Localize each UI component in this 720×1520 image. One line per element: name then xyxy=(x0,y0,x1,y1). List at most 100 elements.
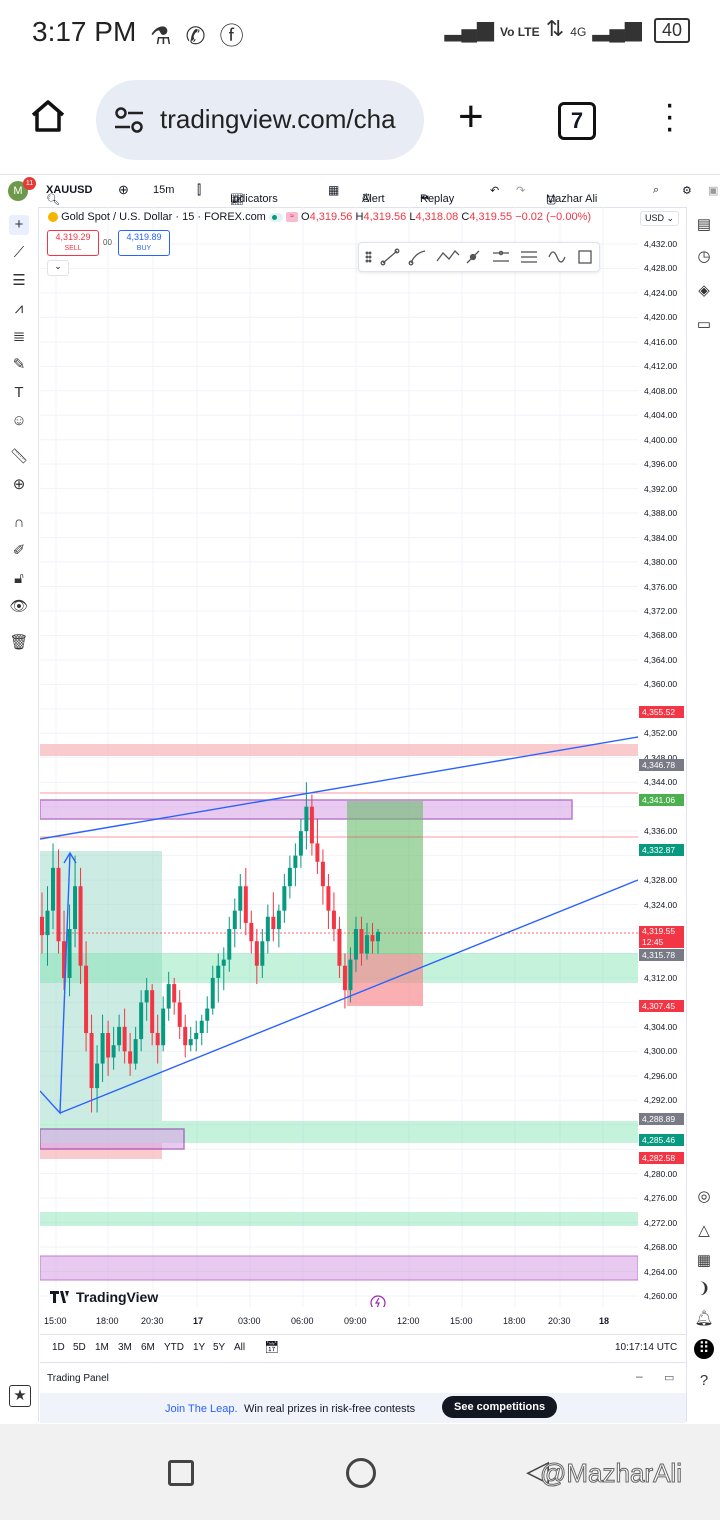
candle[interactable] xyxy=(232,910,237,930)
candles-icon[interactable]: ⫿ xyxy=(197,182,202,197)
candle[interactable] xyxy=(331,910,336,930)
sell-button[interactable]: 4,319.29 SELL xyxy=(47,230,99,256)
candle[interactable] xyxy=(172,984,177,1003)
trend-line-icon[interactable]: ⟋ xyxy=(13,244,25,261)
chat-icon[interactable]: ▭ xyxy=(696,316,712,333)
candle[interactable] xyxy=(84,965,89,1033)
symbol-search[interactable]: 🔍︎ XAUUSD xyxy=(46,184,92,206)
candle[interactable] xyxy=(183,1026,188,1046)
candle[interactable] xyxy=(337,929,342,966)
candle[interactable] xyxy=(249,922,254,942)
ray-tool-icon[interactable] xyxy=(408,250,426,266)
time-axis[interactable]: 15:00 18:00 20:30 17 03:00 06:00 09:00 12:00 15:… xyxy=(40,1310,638,1334)
trading-panel-title[interactable]: Trading Panel xyxy=(47,1373,109,1384)
url-text[interactable]: tradingview.com/cha xyxy=(160,104,396,134)
candle[interactable] xyxy=(309,806,314,844)
candle[interactable] xyxy=(122,1026,127,1052)
candle[interactable] xyxy=(348,959,353,991)
brush-icon[interactable]: ✎ xyxy=(12,356,26,373)
promo-link[interactable]: Join The Leap. xyxy=(165,1403,238,1415)
layouts-icon[interactable]: ▦ xyxy=(328,183,340,197)
candle[interactable] xyxy=(194,1033,199,1040)
fib-icon[interactable]: ☰ xyxy=(12,272,26,289)
range-5d[interactable]: 5D xyxy=(73,1342,86,1353)
compare-plus-icon[interactable]: ⊕ xyxy=(118,182,129,197)
candle[interactable] xyxy=(128,1051,133,1064)
price-tag[interactable]: 4,285.46 xyxy=(639,1134,684,1147)
candle[interactable] xyxy=(260,941,265,966)
candle[interactable] xyxy=(376,931,380,942)
brush-tool-icon[interactable] xyxy=(466,250,480,264)
alerts-clock-icon[interactable]: ◷ xyxy=(697,248,711,265)
candle[interactable] xyxy=(287,867,292,887)
price-tag[interactable]: 4,346.78 xyxy=(639,759,684,772)
legend-collapse-chevron-icon[interactable]: ⌄ xyxy=(47,260,69,276)
price-tag[interactable]: 4,332.87 xyxy=(639,844,684,857)
candle[interactable] xyxy=(205,1008,210,1021)
candle[interactable] xyxy=(67,929,72,978)
price-axis[interactable]: 4,432.00 4,428.00 4,424.00 4,420.00 4,416.00… xyxy=(638,207,686,1307)
interval-button[interactable]: 15m xyxy=(153,184,175,196)
layers-icon[interactable]: ◈ xyxy=(698,282,710,299)
candle[interactable] xyxy=(188,1039,193,1046)
magnet-icon[interactable]: ∩ xyxy=(13,514,25,531)
home-circle-icon[interactable] xyxy=(346,1458,376,1488)
candle[interactable] xyxy=(161,1008,166,1046)
trash-icon[interactable]: 🗑︎ xyxy=(9,634,29,651)
zoom-in-icon[interactable]: ⊕ xyxy=(12,476,26,493)
price-tag[interactable]: 4,307.45 xyxy=(639,999,684,1012)
range-1d[interactable]: 1D xyxy=(52,1342,65,1353)
redo-icon[interactable]: ↷ xyxy=(516,185,526,197)
price-tag[interactable]: 4,355.52 xyxy=(639,705,684,718)
candle[interactable] xyxy=(78,886,83,966)
candle[interactable] xyxy=(293,855,298,868)
utc-clock[interactable]: 10:17:14 UTC xyxy=(615,1342,678,1353)
buy-button[interactable]: 4,319.89 BUY xyxy=(118,230,170,256)
snapshot-icon[interactable]: ▣ xyxy=(708,185,719,197)
fib-levels-icon[interactable] xyxy=(521,251,537,263)
candle[interactable] xyxy=(111,1045,116,1058)
candle[interactable] xyxy=(298,831,303,856)
candle[interactable] xyxy=(243,886,248,923)
price-tag[interactable]: 4,288.89 xyxy=(639,1113,684,1126)
wave-tool-icon[interactable] xyxy=(548,251,566,263)
currency-selector[interactable]: USD ⌄ xyxy=(640,211,680,226)
candle[interactable] xyxy=(106,1033,111,1058)
candle[interactable] xyxy=(210,977,215,1009)
candle[interactable] xyxy=(51,867,56,911)
range-all[interactable]: All xyxy=(234,1342,246,1353)
see-competitions-button[interactable]: See competitions xyxy=(442,1396,558,1418)
price-tag[interactable]: 4,341.06 xyxy=(639,794,684,807)
candle[interactable] xyxy=(276,910,281,930)
candle[interactable] xyxy=(150,990,155,1033)
range-5y[interactable]: 5Y xyxy=(213,1342,226,1353)
candle[interactable] xyxy=(45,910,50,936)
help-icon[interactable]: ? xyxy=(699,1372,709,1389)
undo-icon[interactable]: ↶ xyxy=(490,185,500,197)
drag-handle-icon[interactable] xyxy=(365,251,372,263)
candle[interactable] xyxy=(238,886,243,911)
price-chart[interactable]: TradingView xyxy=(40,207,638,1307)
candle[interactable] xyxy=(216,965,221,978)
forecast-icon[interactable]: ≣ xyxy=(12,328,26,345)
candle[interactable] xyxy=(326,886,331,911)
candle[interactable] xyxy=(315,843,320,862)
home-icon[interactable] xyxy=(30,98,66,134)
favorites-star-icon[interactable]: ★ xyxy=(9,1385,31,1407)
new-tab-icon[interactable]: + xyxy=(458,92,484,141)
price-tag[interactable]: 4,282.58 xyxy=(639,1151,684,1164)
range-1y[interactable]: 1Y xyxy=(193,1342,206,1353)
candle[interactable] xyxy=(227,929,232,960)
news-feed-icon[interactable]: ❩ xyxy=(697,1280,711,1297)
apps-grid-icon[interactable]: ⠿ xyxy=(694,1339,714,1359)
candle[interactable] xyxy=(320,861,325,887)
crosshair-icon[interactable]: + xyxy=(9,215,29,235)
lower-trendline[interactable] xyxy=(59,879,638,1114)
back-icon[interactable]: ◁ xyxy=(526,1455,550,1488)
range-1m[interactable]: 1M xyxy=(95,1342,109,1353)
candle[interactable] xyxy=(139,1002,144,1040)
price-tag[interactable]: 4,319.55 12:45 xyxy=(639,925,684,948)
candle[interactable] xyxy=(144,990,149,1003)
candle[interactable] xyxy=(370,935,375,942)
date-range-calendar-icon[interactable]: 📅︎ xyxy=(264,1340,280,1354)
